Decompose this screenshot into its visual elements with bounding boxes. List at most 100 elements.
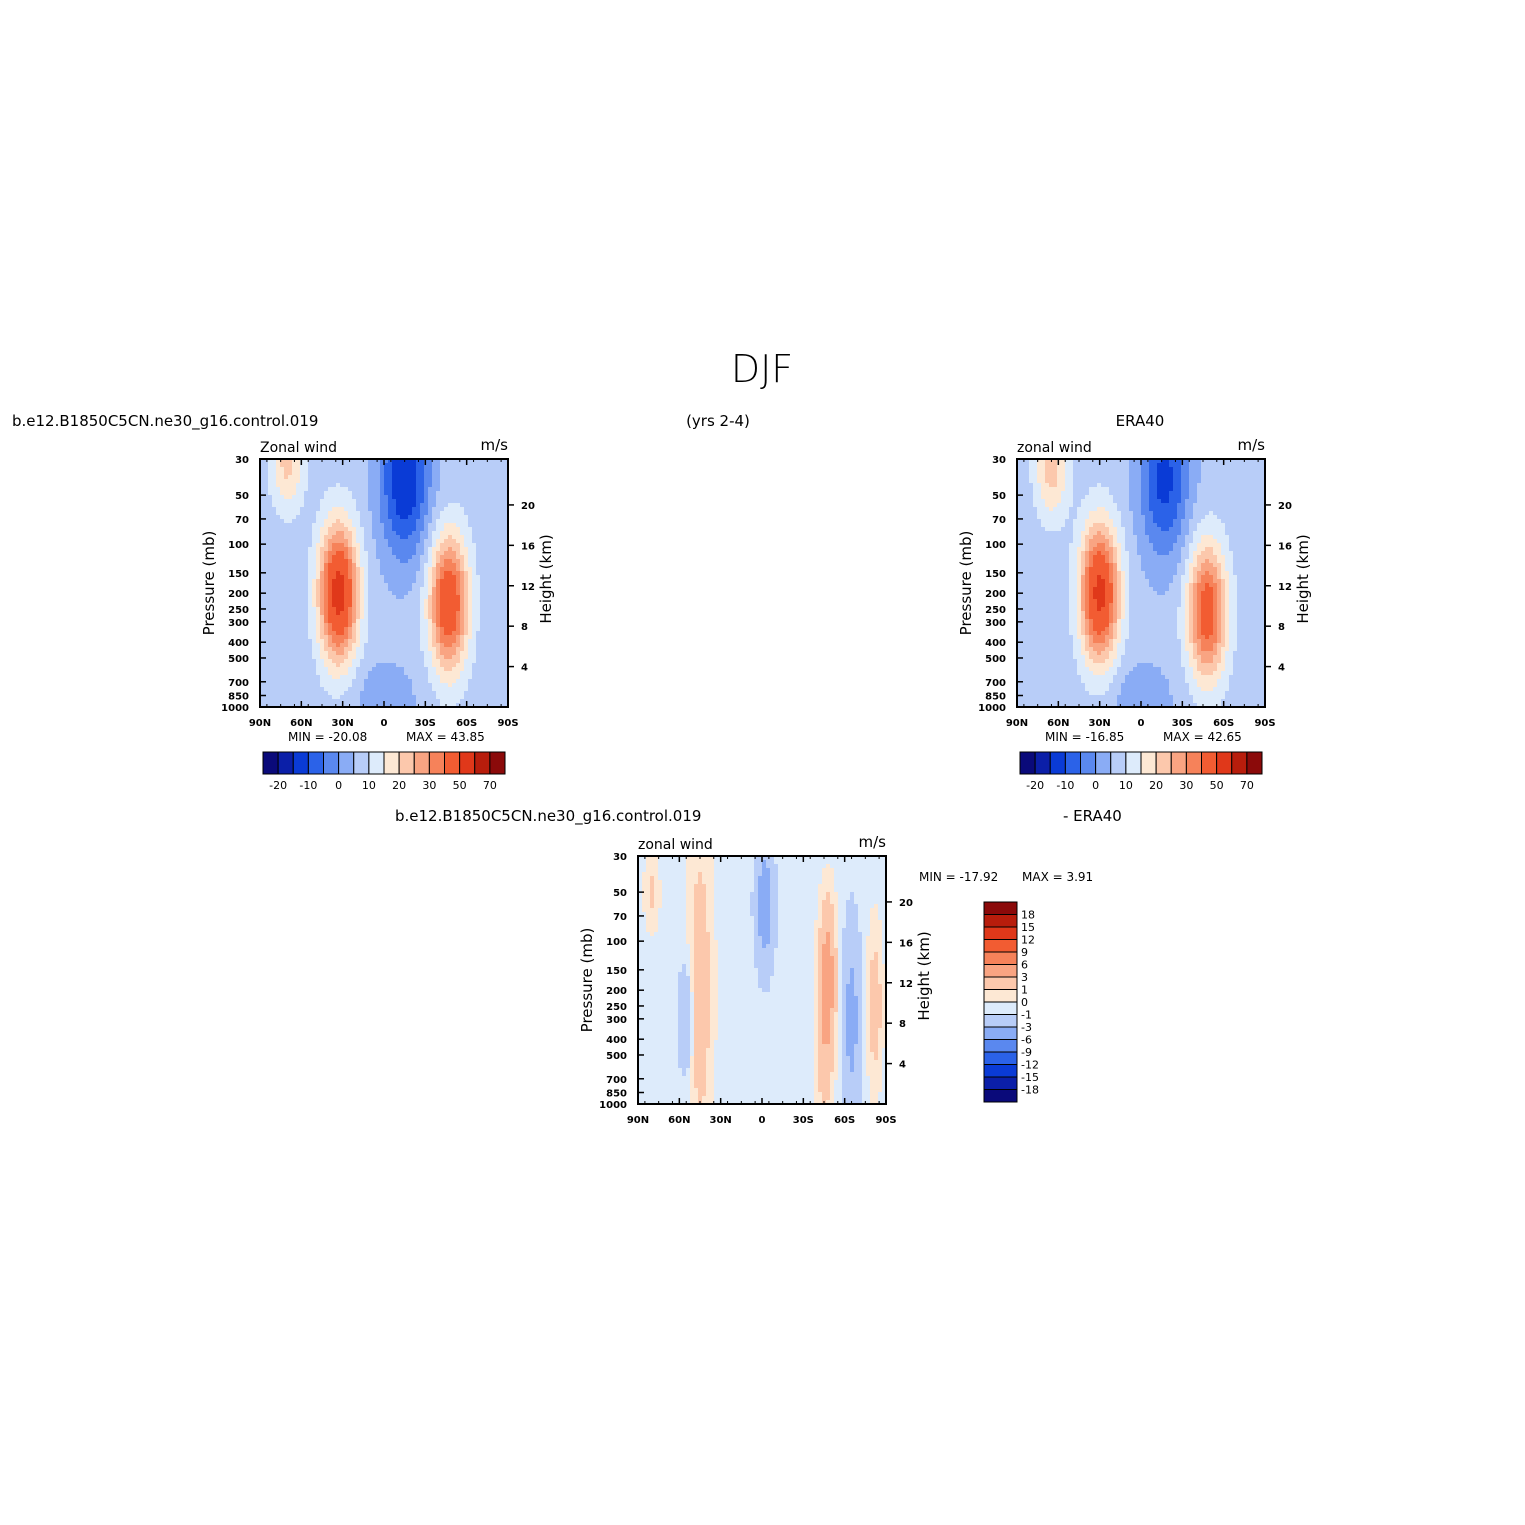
contour-cell	[320, 611, 325, 616]
contour-cell	[480, 503, 485, 508]
contour-cell	[292, 463, 297, 468]
contour-cell	[312, 695, 317, 700]
contour-cell	[324, 527, 329, 532]
contour-cell	[368, 651, 373, 656]
min-label: MIN = -20.08	[288, 730, 367, 744]
contour-cell	[300, 647, 305, 652]
contour-cell	[288, 547, 293, 552]
contour-cell	[336, 683, 341, 688]
contour-cell	[488, 595, 493, 600]
contour-cell	[1077, 543, 1082, 548]
contour-cell	[1029, 487, 1034, 492]
contour-cell	[360, 687, 365, 692]
contour-cell	[1049, 555, 1054, 560]
contour-cell	[268, 567, 273, 572]
contour-cell	[320, 547, 325, 552]
contour-cell	[1077, 471, 1082, 476]
contour-cell	[1069, 595, 1074, 600]
contour-cell	[376, 475, 381, 480]
contour-cell	[360, 555, 365, 560]
contour-cell	[1033, 535, 1038, 540]
contour-cell	[1065, 495, 1070, 500]
contour-cell	[364, 679, 369, 684]
contour-cell	[420, 631, 425, 636]
contour-cell	[472, 687, 477, 692]
contour-cell	[476, 675, 481, 680]
contour-cell	[348, 491, 353, 496]
contour-cell	[408, 595, 413, 600]
contour-cell	[348, 595, 353, 600]
contour-cell	[312, 495, 317, 500]
contour-cell	[456, 459, 461, 464]
contour-cell	[296, 603, 301, 608]
contour-cell	[424, 643, 429, 648]
contour-cell	[1061, 651, 1066, 656]
contour-cell	[1021, 467, 1026, 472]
contour-cell	[336, 643, 341, 648]
contour-cell	[356, 603, 361, 608]
contour-cell	[448, 647, 453, 652]
contour-cell	[368, 519, 373, 524]
contour-cell	[416, 563, 421, 568]
contour-cell	[304, 479, 309, 484]
contour-cell	[344, 475, 349, 480]
contour-cell	[432, 567, 437, 572]
contour-cell	[400, 647, 405, 652]
contour-cell	[496, 607, 501, 612]
contour-cell	[312, 671, 317, 676]
contour-cell	[1037, 667, 1042, 672]
contour-cell	[308, 471, 313, 476]
contour-cell	[280, 695, 285, 700]
contour-cell	[400, 595, 405, 600]
contour-cell	[1077, 567, 1082, 572]
contour-cell	[452, 659, 457, 664]
contour-cell	[476, 703, 481, 708]
contour-cell	[388, 487, 393, 492]
contour-cell	[364, 631, 369, 636]
contour-cell	[392, 651, 397, 656]
contour-cell	[1017, 527, 1022, 532]
contour-cell	[440, 595, 445, 600]
contour-cell	[380, 679, 385, 684]
contour-cell	[356, 499, 361, 504]
contour-cell	[412, 635, 417, 640]
contour-cell	[284, 467, 289, 472]
contour-cell	[1041, 675, 1046, 680]
contour-cell	[272, 507, 277, 512]
contour-cell	[1077, 671, 1082, 676]
contour-cell	[1033, 603, 1038, 608]
contour-cell	[452, 483, 457, 488]
contour-cell	[372, 647, 377, 652]
contour-cell	[416, 615, 421, 620]
contour-cell	[364, 491, 369, 496]
contour-cell	[1033, 523, 1038, 528]
contour-cell	[496, 471, 501, 476]
contour-cell	[464, 475, 469, 480]
contour-cell	[1057, 603, 1062, 608]
contour-cell	[268, 475, 273, 480]
contour-cell	[340, 547, 345, 552]
contour-cell	[452, 667, 457, 672]
contour-cell	[1017, 663, 1022, 668]
contour-cell	[484, 555, 489, 560]
contour-cell	[1021, 603, 1026, 608]
contour-cell	[360, 671, 365, 676]
contour-cell	[360, 659, 365, 664]
contour-cell	[388, 479, 393, 484]
contour-cell	[328, 571, 333, 576]
contour-cell	[496, 563, 501, 568]
contour-cell	[500, 595, 505, 600]
contour-cell	[336, 475, 341, 480]
contour-cell	[492, 687, 497, 692]
contour-cell	[420, 471, 425, 476]
contour-cell	[1033, 651, 1038, 656]
contour-cell	[452, 547, 457, 552]
contour-cell	[336, 687, 341, 692]
contour-cell	[320, 539, 325, 544]
contour-cell	[1041, 471, 1046, 476]
contour-cell	[476, 559, 481, 564]
contour-cell	[504, 555, 509, 560]
contour-cell	[468, 687, 473, 692]
contour-cell	[344, 575, 349, 580]
contour-cell	[324, 575, 329, 580]
